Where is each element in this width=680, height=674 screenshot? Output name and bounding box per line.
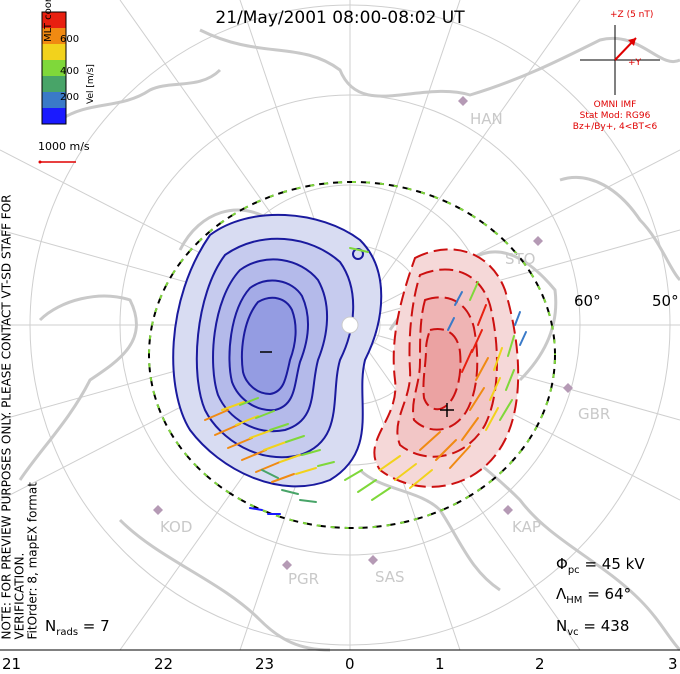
mlt-tick-22: 22 <box>154 655 174 673</box>
note-line-1: NOTE: FOR PREVIEW PURPOSES ONLY. PLEASE … <box>0 194 27 640</box>
mlt-tick-1: 1 <box>435 655 445 673</box>
scale-label: 1000 m/s <box>38 140 90 153</box>
imf-info: OMNI IMF Stat Mod: RG96 Bz+/By+, 4<BT<6 <box>560 100 670 133</box>
imf-clock <box>580 25 660 95</box>
imf-y-label: +Y <box>628 58 642 68</box>
mlt-tick-2: 2 <box>535 655 545 673</box>
n-rads-stat: Nrads = 7 <box>45 617 110 638</box>
lambda-hm-stat: ΛHM = 64° <box>556 585 632 606</box>
dusk-convection-cell <box>172 213 383 488</box>
station-sas: SAS <box>375 568 405 586</box>
potential-max-marker <box>440 403 454 417</box>
station-gbr: GBR <box>578 405 611 423</box>
station-sto: STO <box>505 250 536 268</box>
imf-z-label: +Z (5 nT) <box>610 10 654 20</box>
n-vc-stat: Nvc = 438 <box>556 617 630 638</box>
latitude-50-label: 50° <box>652 292 679 310</box>
station-kod: KOD <box>160 518 193 536</box>
phi-pc-value: 45 kV <box>601 555 645 573</box>
lambda-hm-value: 64° <box>604 585 632 603</box>
phi-pc-stat: Φpc = 45 kV <box>556 555 645 576</box>
colorbar-vel-label: Vel [m/s] <box>86 64 96 104</box>
mlt-tick-3: 3 <box>668 655 678 673</box>
velocity-colorbar <box>41 11 67 125</box>
colorbar-tick-200: 200 <box>60 92 80 103</box>
mlt-tick-23: 23 <box>255 655 275 673</box>
station-pgr: PGR <box>288 570 320 588</box>
coordinates-label: MLT coordinates <box>43 0 54 42</box>
station-markers <box>153 96 573 570</box>
n-vc-value: 438 <box>600 617 630 635</box>
map-title: 21/May/2001 08:00-08:02 UT <box>215 8 465 28</box>
latitude-60-label: 60° <box>574 292 601 310</box>
n-rads-value: 7 <box>100 617 110 635</box>
preview-note: NOTE: FOR PREVIEW PURPOSES ONLY. PLEASE … <box>0 140 40 640</box>
colorbar-tick-600: 600 <box>60 34 80 45</box>
imf-condition: Bz+/By+, 4<BT<6 <box>572 122 658 132</box>
colorbar-tick-400: 400 <box>60 66 80 77</box>
velocity-vectors <box>204 247 527 515</box>
station-kap: KAP <box>512 518 541 536</box>
station-han: HAN <box>470 110 503 128</box>
imf-header: OMNI IMF <box>593 100 637 110</box>
note-line-2: FitOrder: 8, mapEX format <box>25 482 40 640</box>
imf-model: Stat Mod: RG96 <box>579 111 651 121</box>
dawn-convection-cell <box>373 248 520 488</box>
mlt-tick-0: 0 <box>345 655 355 673</box>
mlt-tick-21: 21 <box>2 655 22 673</box>
